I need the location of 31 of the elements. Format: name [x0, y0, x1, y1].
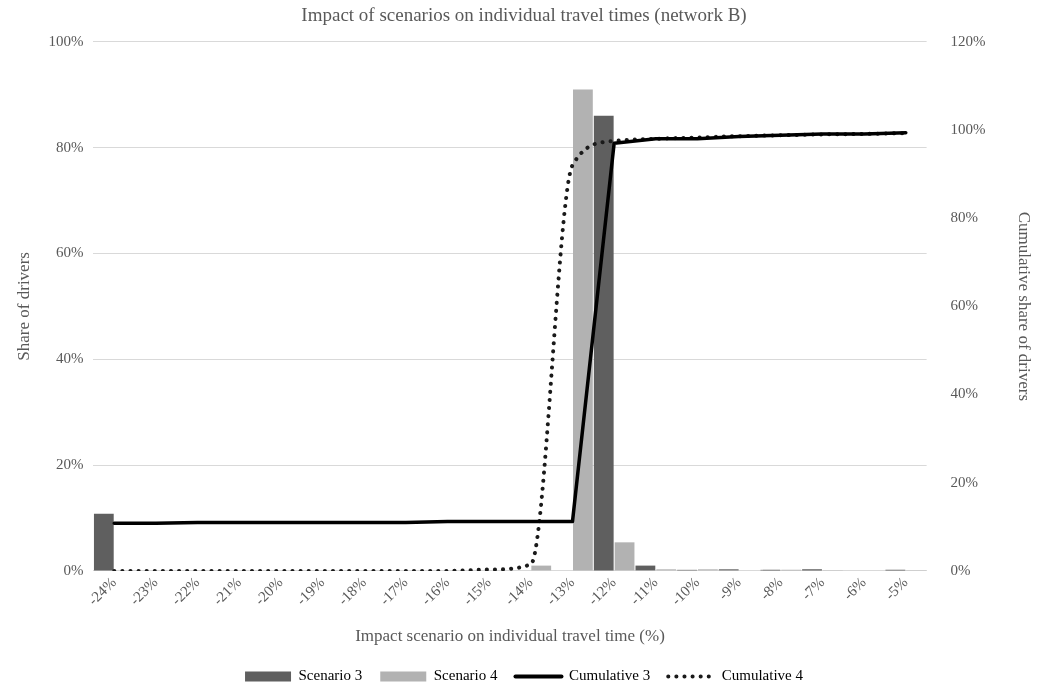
chart-title: Impact of scenarios on individual travel times (network B) — [301, 4, 747, 27]
y2-tick-label: 40% — [950, 385, 979, 402]
y-tick-label: 20% — [55, 456, 84, 473]
x-tick-label: -8% — [756, 573, 786, 603]
x-tick-label: -6% — [840, 573, 870, 603]
y2-tick-label: 0% — [950, 561, 971, 578]
y2-tick-label: 80% — [950, 209, 979, 226]
y-axis-title: Share of drivers — [13, 252, 33, 361]
bar — [93, 513, 114, 571]
legend-label: Cumulative 4 — [721, 667, 804, 684]
bar — [593, 115, 614, 571]
y2-tick-label: 120% — [950, 32, 986, 49]
legend-label: Scenario 4 — [433, 667, 498, 684]
y2-tick-label: 20% — [950, 473, 979, 490]
y2-axis-title: Cumulative share of drivers — [1015, 211, 1035, 402]
bar — [573, 89, 593, 571]
y-tick-label: 40% — [55, 350, 84, 367]
legend-label: Scenario 3 — [298, 667, 363, 684]
legend-label: Cumulative 3 — [568, 667, 651, 684]
y-tick-label: 100% — [48, 32, 84, 49]
x-tick-label: -7% — [798, 573, 828, 603]
y2-tick-label: 60% — [950, 297, 979, 314]
x-axis-title: Impact scenario on individual travel time (%) — [355, 626, 665, 646]
y-tick-label: 0% — [63, 561, 84, 578]
x-tick-label: -5% — [881, 573, 911, 603]
x-tick-label: -9% — [715, 573, 745, 603]
y-tick-label: 80% — [55, 138, 84, 155]
bar — [614, 542, 635, 571]
x-tick-label: -11% — [626, 573, 661, 608]
y2-tick-label: 100% — [950, 120, 986, 137]
y-tick-label: 60% — [55, 244, 84, 261]
